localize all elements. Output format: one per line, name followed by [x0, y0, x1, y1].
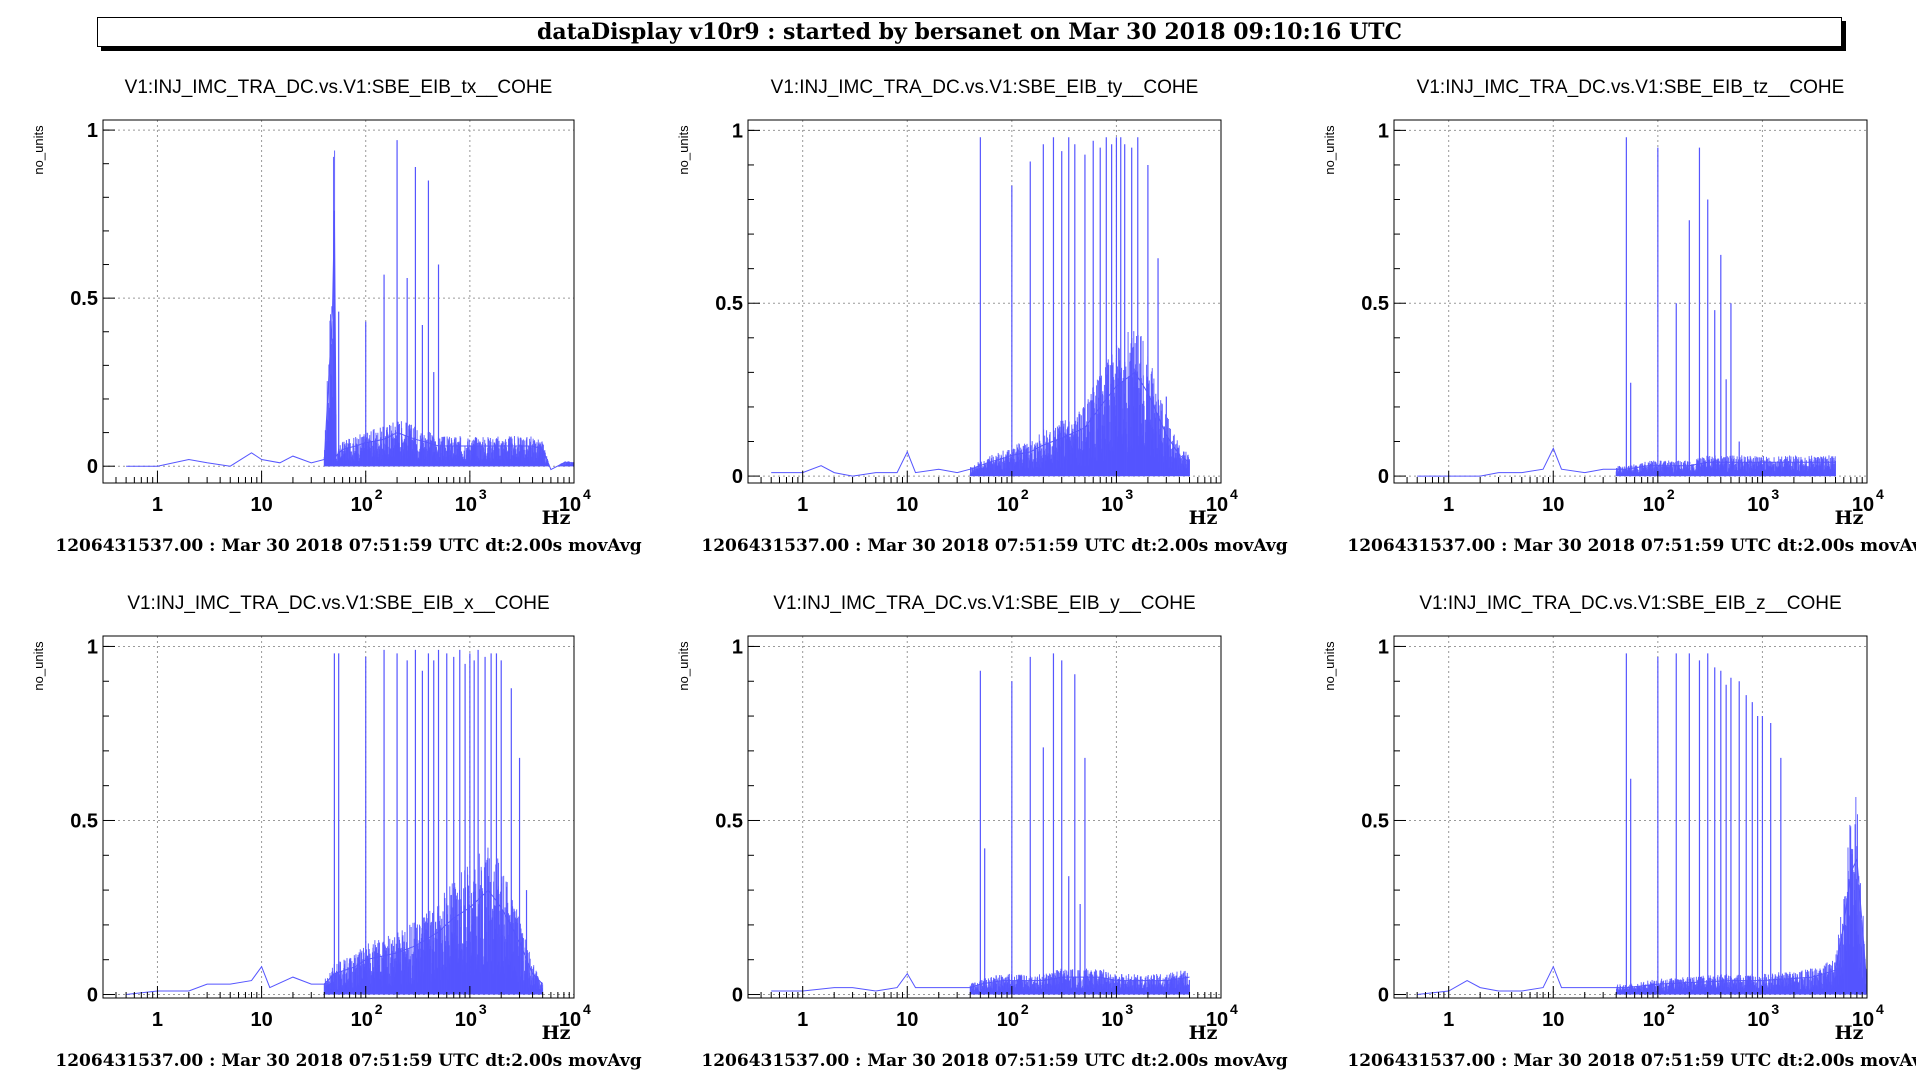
y-tick-label: 1 — [87, 120, 98, 142]
coherence-panel-6: V1:INJ_IMC_TRA_DC.vs.V1:SBE_EIB_z__COHEn… — [1322, 593, 1916, 1071]
x-tick-exponent: 3 — [1771, 486, 1779, 502]
plot-frame — [102, 635, 575, 999]
x-tick-label: 1 — [152, 494, 163, 516]
y-tick-label: 0.5 — [70, 810, 98, 832]
x-tick-label: 10 — [896, 1009, 918, 1031]
x-tick-label: 10 — [1101, 1009, 1123, 1031]
panel-footer: 1206431537.00 : Mar 30 2018 07:51:59 UTC… — [55, 536, 641, 556]
x-tick-label: 10 — [351, 1009, 373, 1031]
y-tick-label: 0.5 — [70, 288, 98, 310]
x-tick-label: 10 — [559, 494, 581, 516]
plot-frame — [1393, 119, 1868, 484]
y-axis-label: no_units — [1322, 641, 1337, 691]
x-tick-label: 1 — [797, 494, 808, 516]
x-tick-exponent: 2 — [1667, 486, 1675, 502]
x-tick-label: 10 — [250, 1009, 272, 1031]
panel-title: V1:INJ_IMC_TRA_DC.vs.V1:SBE_EIB_tz__COHE — [1417, 77, 1845, 98]
panel-footer: 1206431537.00 : Mar 30 2018 07:51:59 UTC… — [1347, 536, 1916, 556]
x-tick-label: 10 — [1747, 494, 1769, 516]
noise-floor — [1615, 797, 1868, 995]
x-tick-label: 10 — [455, 1009, 477, 1031]
coherence-line — [126, 210, 574, 471]
panel-footer: 1206431537.00 : Mar 30 2018 07:51:59 UTC… — [55, 1051, 641, 1071]
x-tick-exponent: 3 — [1125, 486, 1133, 502]
x-axis-label: Hz — [1189, 507, 1218, 529]
x-tick-label: 10 — [1206, 1009, 1228, 1031]
x-tick-exponent: 2 — [375, 486, 383, 502]
x-tick-label: 1 — [797, 1009, 808, 1031]
y-axis-label: no_units — [31, 125, 46, 175]
x-axis-label: Hz — [542, 1022, 571, 1044]
y-axis-label: no_units — [676, 125, 691, 175]
panel-footer: 1206431537.00 : Mar 30 2018 07:51:59 UTC… — [701, 536, 1287, 556]
y-axis-label: no_units — [676, 641, 691, 691]
x-tick-exponent: 2 — [1021, 1001, 1029, 1017]
x-axis-label: Hz — [1189, 1022, 1218, 1044]
y-tick-label: 0.5 — [715, 293, 743, 315]
y-tick-label: 0 — [1378, 466, 1389, 488]
display-header: dataDisplay v10r9 : started by bersanet … — [97, 17, 1842, 47]
x-tick-label: 10 — [1542, 494, 1564, 516]
coherence-panel-2: V1:INJ_IMC_TRA_DC.vs.V1:SBE_EIB_ty__COHE… — [676, 77, 1288, 556]
x-tick-label: 10 — [455, 494, 477, 516]
coherence-line — [771, 371, 1190, 477]
y-tick-label: 0 — [87, 456, 98, 478]
coherence-line — [126, 889, 544, 995]
panel-title: V1:INJ_IMC_TRA_DC.vs.V1:SBE_EIB_z__COHE — [1419, 593, 1841, 614]
y-axis-label: no_units — [1322, 125, 1337, 175]
plot-frame — [747, 119, 1222, 484]
x-tick-label: 10 — [1206, 494, 1228, 516]
plot-frame — [102, 119, 575, 484]
panel-footer: 1206431537.00 : Mar 30 2018 07:51:59 UTC… — [701, 1051, 1287, 1071]
coherence-panel-1: V1:INJ_IMC_TRA_DC.vs.V1:SBE_EIB_tx__COHE… — [31, 77, 642, 556]
x-tick-label: 10 — [250, 494, 272, 516]
noise-floor — [323, 150, 575, 467]
x-tick-label: 10 — [1852, 494, 1874, 516]
x-axis-label: Hz — [542, 507, 571, 529]
panel-title: V1:INJ_IMC_TRA_DC.vs.V1:SBE_EIB_x__COHE — [127, 593, 549, 614]
coherence-panel-4: V1:INJ_IMC_TRA_DC.vs.V1:SBE_EIB_x__COHEn… — [31, 593, 642, 1071]
x-tick-label: 10 — [896, 494, 918, 516]
coherence-panel-5: V1:INJ_IMC_TRA_DC.vs.V1:SBE_EIB_y__COHEn… — [676, 593, 1288, 1071]
x-tick-exponent: 2 — [1021, 486, 1029, 502]
x-tick-label: 10 — [1101, 494, 1123, 516]
y-tick-label: 0 — [87, 985, 98, 1007]
x-tick-exponent: 3 — [1125, 1001, 1133, 1017]
x-tick-label: 10 — [997, 1009, 1019, 1031]
y-tick-label: 1 — [1378, 120, 1389, 142]
x-tick-exponent: 3 — [479, 1001, 487, 1017]
panel-title: V1:INJ_IMC_TRA_DC.vs.V1:SBE_EIB_ty__COHE — [771, 77, 1199, 98]
x-tick-exponent: 2 — [375, 1001, 383, 1017]
plot-frame — [747, 635, 1222, 999]
x-tick-exponent: 4 — [1876, 486, 1884, 502]
y-tick-label: 0 — [732, 466, 743, 488]
x-tick-label: 10 — [351, 494, 373, 516]
x-tick-label: 10 — [1643, 494, 1665, 516]
y-tick-label: 0 — [732, 985, 743, 1007]
coherence-line — [771, 972, 1190, 992]
x-tick-label: 10 — [559, 1009, 581, 1031]
coherence-panel-3: V1:INJ_IMC_TRA_DC.vs.V1:SBE_EIB_tz__COHE… — [1322, 77, 1916, 556]
y-tick-label: 0.5 — [715, 810, 743, 832]
noise-floor — [969, 331, 1190, 477]
x-tick-exponent: 4 — [1230, 1001, 1238, 1017]
x-tick-exponent: 4 — [1230, 486, 1238, 502]
coherence-line — [1417, 447, 1836, 477]
x-tick-label: 1 — [152, 1009, 163, 1031]
y-tick-label: 0.5 — [1361, 293, 1389, 315]
x-tick-label: 10 — [997, 494, 1019, 516]
x-tick-exponent: 3 — [479, 486, 487, 502]
y-tick-label: 1 — [87, 636, 98, 658]
y-tick-label: 1 — [732, 636, 743, 658]
x-tick-label: 1 — [1443, 494, 1454, 516]
panel-title: V1:INJ_IMC_TRA_DC.vs.V1:SBE_EIB_y__COHE — [773, 593, 1195, 614]
panel-title: V1:INJ_IMC_TRA_DC.vs.V1:SBE_EIB_tx__COHE — [125, 77, 553, 98]
x-axis-label: Hz — [1835, 507, 1864, 529]
y-tick-label: 1 — [732, 120, 743, 142]
x-tick-exponent: 4 — [583, 486, 591, 502]
x-tick-exponent: 4 — [583, 1001, 591, 1017]
y-axis-label: no_units — [31, 641, 46, 691]
